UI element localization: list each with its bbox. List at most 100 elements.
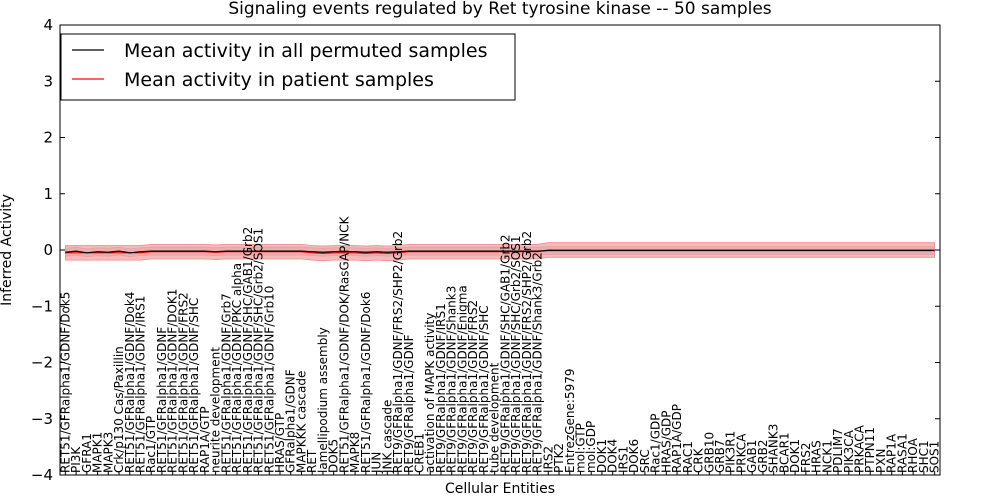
x-tick-label: RAC1 xyxy=(681,441,695,473)
x-tick-label: RET51/GFRalpha1/GDNF xyxy=(155,327,169,473)
x-tick-label: Rac1/GTP xyxy=(144,416,158,473)
x-tick-label: RET51/GFRalpha1/GDNF/Grb7 xyxy=(219,293,233,473)
x-tick-label: MAPK8 xyxy=(348,432,362,473)
x-tick-label: RET51/GFRalpha1/GDNF/SHC xyxy=(187,298,201,473)
x-tick-label: GRB7 xyxy=(713,439,727,473)
x-tick-label: RET xyxy=(305,449,319,473)
x-tick-label: RET9/GFRalpha1/GDNF/IRS1 xyxy=(434,303,448,473)
x-tick-label: GRB10 xyxy=(702,432,716,473)
x-tick-label: JUN xyxy=(370,452,384,474)
x-tick-label: RAP1A/GTP xyxy=(198,406,212,473)
x-tick-label: RET51/GFRalpha1/GDNF/DOK1 xyxy=(166,289,180,473)
x-tick-label: MAPK1 xyxy=(91,432,105,473)
x-tick-label: neurite development xyxy=(209,347,223,473)
x-tick-label: RET51/GFRalpha1/GDNF/Grb10 xyxy=(262,286,276,473)
x-tick-label: activation of MAPK activity xyxy=(423,313,437,473)
x-tick-label: PIK3CA xyxy=(842,429,856,473)
x-tick-label: SHANK3 xyxy=(767,424,781,473)
x-tick-label: PRKACA xyxy=(853,424,867,473)
line-series-0 xyxy=(65,249,935,254)
x-tick-label: MAPK3 xyxy=(101,432,115,473)
x-tick-label: RASA1 xyxy=(895,433,909,473)
x-tick-label: SHC1 xyxy=(917,440,931,473)
x-tick-label: RET9/GFRalpha1/GDNF/SHC xyxy=(477,305,491,473)
x-tick-label: MAPKKK cascade xyxy=(294,371,308,473)
x-tick-label: GFRalpha1/GDNF xyxy=(284,369,298,473)
x-tick-label: EntrezGene:5979 xyxy=(563,369,577,474)
x-tick-label: RET9/GFRalpha1/GDNF/Enigma xyxy=(455,285,469,473)
x-tick-label: PXN xyxy=(874,449,888,473)
y-tick-label: −4 xyxy=(31,466,53,484)
y-tick-label: −1 xyxy=(31,297,53,315)
x-tick-label: PIK3R1 xyxy=(724,431,738,473)
y-tick-label: 1 xyxy=(43,185,53,203)
x-tick-label: mol:GTP xyxy=(573,423,587,473)
x-tick-label: PDLIM7 xyxy=(831,428,845,473)
x-tick-label: RHOA xyxy=(906,437,920,473)
x-tick-label: BCAR1 xyxy=(777,432,791,473)
x-tick-label: NCK1 xyxy=(820,440,834,473)
x-tick-label: RET9/GFRalpha1/GDNF/FRS2/SHP2/Grb2 xyxy=(520,231,534,473)
x-axis-label: Cellular Entities xyxy=(445,481,555,497)
x-tick-label: GRB2 xyxy=(756,439,770,473)
legend-box xyxy=(60,33,516,101)
y-tick-label: 0 xyxy=(43,241,53,259)
x-tick-label: RET51/GFRalpha1/GDNF/IRS1 xyxy=(133,296,147,473)
x-tick-label: mol:GDP xyxy=(584,421,598,473)
x-tick-label: GAB1 xyxy=(745,440,759,473)
legend: Mean activity in all permuted samples Me… xyxy=(60,33,516,101)
x-tick-label: PTK2 xyxy=(552,443,566,473)
x-tick-label: HRAS/GDP xyxy=(659,410,673,473)
x-tick-label: IRS2 xyxy=(541,446,555,473)
y-tick-label: −2 xyxy=(31,354,53,372)
y-axis: −4 −3 −2 −1 0 1 2 3 4 xyxy=(31,16,940,484)
x-tick-label: DOK6 xyxy=(627,439,641,473)
x-tick-label: RET9/GFRalpha1/GDNF/FRS2 xyxy=(466,300,480,473)
x-tick-label: RET51/GFRalpha1/GDNF/SHC/GAB1/Grb2 xyxy=(241,227,255,473)
x-tick-label: PI3K xyxy=(69,446,83,473)
x-tick-label: RET9/GFRalpha1/GDNF xyxy=(402,334,416,473)
x-tick-label: tube development xyxy=(488,362,502,473)
x-tick-label: RET51/GFRalpha1/GDNF/FRS2 xyxy=(176,292,190,473)
y-tick-label: 3 xyxy=(43,72,53,90)
x-tick-label: RAP1A/GDP xyxy=(670,404,684,473)
x-tick-label: DOK4 xyxy=(606,439,620,473)
x-tick-label: HRAS/GTP xyxy=(273,413,287,473)
x-tick-label: DOK1 xyxy=(788,439,802,473)
x-tick-label: CREB1 xyxy=(413,433,427,473)
x-tick-label: RET51/GFRalpha1/GDNF/SHC/Grb2/SOS1 xyxy=(252,228,266,473)
x-tick-label: RET51/GFRalpha1/GDNF/Dok5 xyxy=(58,292,72,473)
x-tick-label: RET9/GFRalpha1/GDNF/Shank3/Grb2 xyxy=(531,252,545,473)
y-tick-label: 2 xyxy=(43,129,53,147)
y-tick-label: −3 xyxy=(31,410,53,428)
x-tick-label: DOK1 xyxy=(595,439,609,473)
x-tick-label: Rac1/GDP xyxy=(649,414,663,473)
series-lines xyxy=(65,249,935,254)
x-tick-label: RET51/GFRalpha1/GDNF/PKC alpha xyxy=(230,263,244,473)
x-tick-label: RET9/GFRalpha1/GDNF/Shank3 xyxy=(445,286,459,473)
x-tick-label: HRAS xyxy=(810,440,824,473)
x-tick-label: RET9/GFRalpha1/GDNF/FRS2/SHP2/Grb2 xyxy=(391,231,405,473)
y-tick-label: 4 xyxy=(43,16,53,34)
x-tick-label: RET9/GFRalpha1/GDNF/SHC/Grb2/SOS1 xyxy=(509,235,523,473)
x-tick-label: JNK cascade xyxy=(380,400,394,474)
x-tick-label: RAP1A xyxy=(885,433,899,473)
x-axis-categories: RET51/GFRalpha1/GDNF/Dok5PI3KGFRA1MAPK1M… xyxy=(58,215,942,475)
confidence-bands xyxy=(64,242,936,262)
legend-label-patient: Mean activity in patient samples xyxy=(124,69,434,91)
x-tick-label: SOS1 xyxy=(928,441,942,473)
x-tick-label: IRS1 xyxy=(616,446,630,473)
x-tick-label: lamellipodium assembly xyxy=(316,327,330,473)
x-tick-label: RET9/GFRalpha1/GDNF/SHC/GAB1/Grb2 xyxy=(498,234,512,473)
legend-label-permuted: Mean activity in all permuted samples xyxy=(124,40,487,62)
x-tick-label: FRS2 xyxy=(799,443,813,474)
x-tick-label: RET51/GFRalpha1/GDNF/Dok4 xyxy=(123,292,137,473)
x-tick-label: RET51/GFRalpha1/GDNF/DOK/RasGAP/NCK xyxy=(337,215,351,473)
x-tick-label: CRK xyxy=(692,447,706,473)
x-tick-label: SRC xyxy=(638,449,652,473)
x-tick-label: RET51/GFRalpha1/GDNF/Dok6 xyxy=(359,292,373,473)
x-tick-label: GFRA1 xyxy=(80,433,94,473)
y-axis-label: Inferred Activity xyxy=(0,194,15,306)
x-tick-label: PRKCA xyxy=(734,433,748,473)
